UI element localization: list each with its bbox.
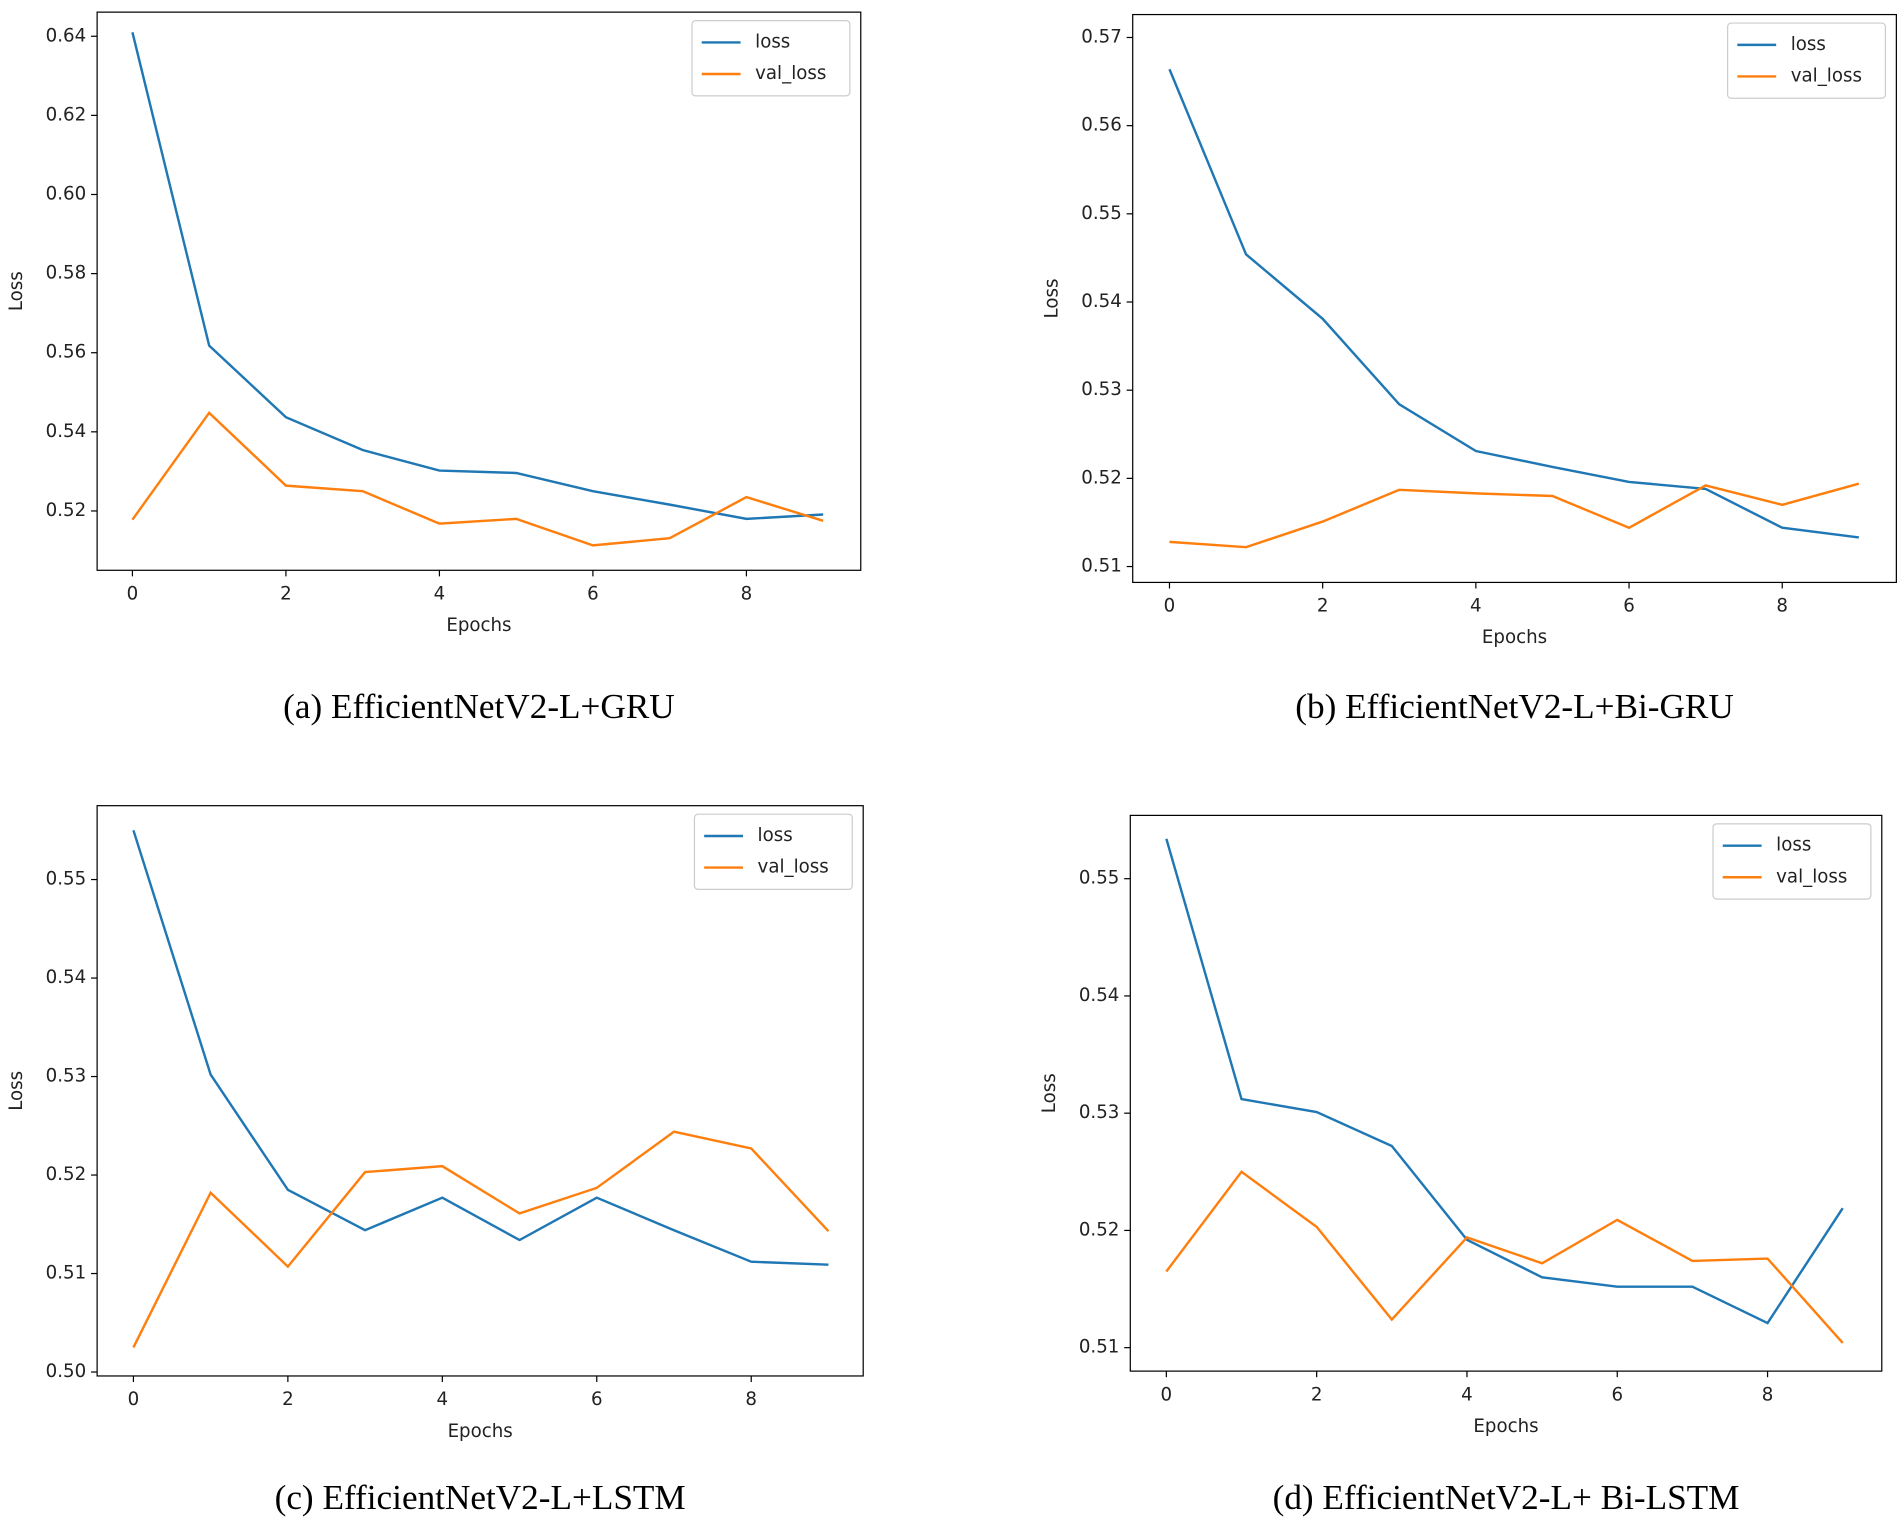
legend-box [691, 20, 851, 97]
x-tick-label: 2 [282, 1389, 294, 1410]
y-tick-label: 0.53 [1079, 1102, 1120, 1123]
y-tick-label: 0.55 [1081, 203, 1122, 224]
legend-label: loss [758, 825, 793, 846]
y-tick-label: 0.53 [1081, 379, 1122, 400]
legend-label: val_loss [755, 63, 826, 84]
plot-frame [96, 805, 864, 1377]
x-tick-label: 2 [280, 584, 292, 605]
x-tick-label: 0 [1164, 596, 1176, 617]
y-tick-label: 0.56 [1081, 115, 1122, 136]
y-tick-label: 0.52 [1079, 1219, 1120, 1240]
plot-frame [1129, 814, 1883, 1372]
y-tick-label: 0.53 [46, 1066, 87, 1087]
x-axis-label: Epochs [448, 1421, 513, 1442]
legend-label: loss [1776, 835, 1811, 856]
x-tick-label: 0 [128, 1389, 140, 1410]
series-line [1169, 482, 1860, 549]
y-tick-label: 0.54 [46, 967, 87, 988]
x-tick-label: 6 [587, 584, 599, 605]
caption: (c) EfficientNetV2-L+LSTM [275, 1478, 686, 1517]
y-tick-label: 0.55 [1079, 868, 1120, 889]
y-tick-label: 0.51 [46, 1263, 87, 1284]
chart-panel: 0 2 4 6 8 0.51 0.52 0.53 0.54 0.55 Epochs Loss (d) E… [1039, 814, 1883, 1517]
x-axis-label: Epochs [446, 615, 511, 636]
x-tick-label: 2 [1317, 596, 1329, 617]
legend-label: val_loss [1776, 866, 1847, 887]
series-line [132, 829, 829, 1266]
x-tick-label: 8 [741, 584, 753, 605]
x-axis-label: Epochs [1482, 627, 1547, 648]
y-tick-label: 0.54 [46, 421, 87, 442]
y-tick-label: 0.54 [1079, 985, 1120, 1006]
x-tick-label: 4 [434, 584, 446, 605]
legend-label: val_loss [1791, 65, 1862, 86]
series-line [1165, 1170, 1844, 1344]
y-axis-label: Loss [1039, 1073, 1060, 1113]
legend-box [1726, 22, 1887, 99]
y-tick-label: 0.56 [46, 342, 87, 363]
x-axis-label: Epochs [1473, 1416, 1538, 1437]
series-line [131, 32, 824, 521]
legend-label: val_loss [758, 857, 829, 878]
x-tick-label: 0 [127, 584, 139, 605]
y-tick-label: 0.50 [46, 1361, 87, 1382]
caption: (d) EfficientNetV2-L+ Bi-LSTM [1273, 1478, 1740, 1517]
x-tick-label: 6 [591, 1389, 603, 1410]
y-axis-label: Loss [6, 271, 27, 311]
y-axis-label: Loss [1042, 279, 1063, 319]
chart-panel: 0 2 4 6 8 0.51 0.52 0.53 0.54 0.55 0.56 0.57 Epochs L… [1042, 13, 1897, 726]
x-tick-label: 8 [745, 1389, 757, 1410]
chart-panel: 0 2 4 6 8 0.50 0.51 0.52 0.53 0.54 0.55 Epochs Loss (… [6, 805, 864, 1517]
y-tick-label: 0.52 [46, 1164, 87, 1185]
x-tick-label: 4 [1461, 1384, 1473, 1405]
y-tick-label: 0.52 [46, 500, 87, 521]
caption: (b) EfficientNetV2-L+Bi-GRU [1295, 687, 1734, 726]
legend-box [1712, 823, 1872, 900]
legend-label: loss [755, 31, 790, 52]
x-tick-label: 6 [1623, 596, 1635, 617]
y-tick-label: 0.52 [1081, 467, 1122, 488]
series-line [132, 1130, 830, 1348]
series-line [1168, 68, 1859, 539]
y-tick-label: 0.51 [1081, 556, 1122, 577]
y-tick-label: 0.60 [46, 183, 87, 204]
y-tick-label: 0.62 [46, 104, 87, 125]
plot-frame [96, 11, 862, 571]
series-line [1165, 838, 1844, 1325]
x-tick-label: 0 [1161, 1384, 1173, 1405]
x-tick-label: 4 [1470, 596, 1482, 617]
y-axis-label: Loss [6, 1071, 27, 1111]
plot-frame [1132, 13, 1897, 584]
x-tick-label: 8 [1762, 1384, 1774, 1405]
y-tick-label: 0.55 [46, 869, 87, 890]
x-tick-label: 2 [1311, 1384, 1323, 1405]
y-tick-label: 0.57 [1081, 26, 1122, 47]
series-line [131, 411, 824, 547]
y-tick-label: 0.51 [1079, 1337, 1120, 1358]
caption: (a) EfficientNetV2-L+GRU [283, 687, 675, 726]
legend-box [693, 813, 853, 891]
x-tick-label: 6 [1611, 1384, 1623, 1405]
x-tick-label: 8 [1776, 596, 1788, 617]
y-tick-label: 0.54 [1081, 291, 1122, 312]
chart-panel: 0 2 4 6 8 0.52 0.54 0.56 0.58 0.60 0.62 0.64 Epochs L… [6, 11, 862, 726]
x-tick-label: 4 [437, 1389, 449, 1410]
y-tick-label: 0.58 [46, 263, 87, 284]
y-tick-label: 0.64 [46, 25, 87, 46]
legend-label: loss [1791, 34, 1826, 55]
